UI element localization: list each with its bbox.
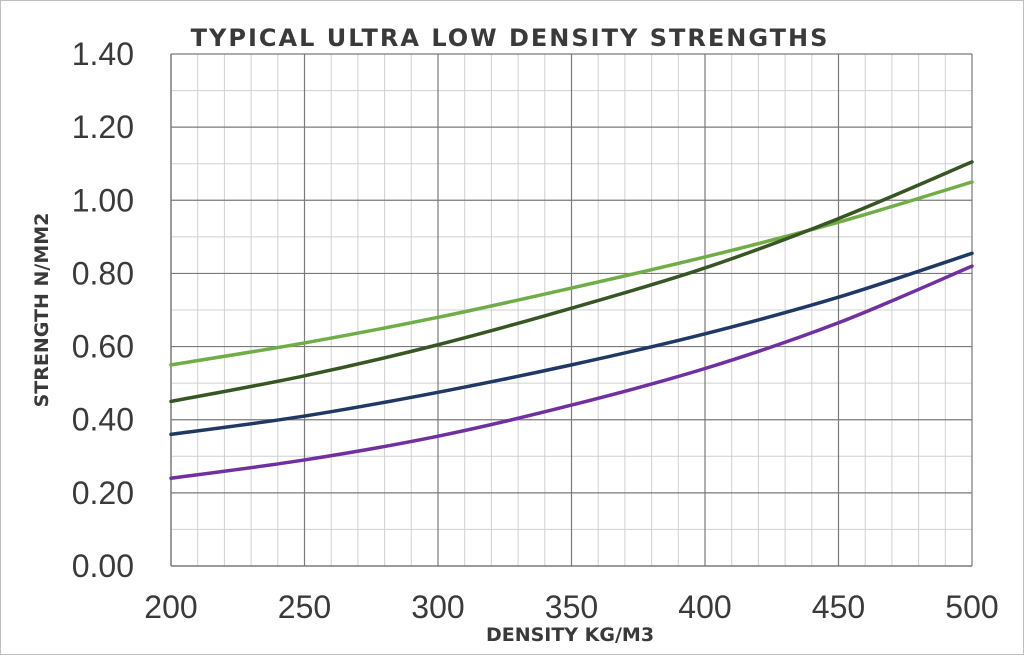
x-tick-label: 500 — [945, 589, 998, 625]
y-tick-label: 1.40 — [72, 36, 134, 72]
series-line-3 — [169, 251, 974, 437]
y-tick-label: 0.80 — [72, 255, 134, 291]
x-tick-label: 400 — [678, 589, 731, 625]
y-axis-title: STRENGTH N/MM2 — [31, 213, 53, 408]
x-tick-label: 250 — [278, 589, 331, 625]
y-tick-label: 0.20 — [72, 475, 134, 511]
series-lines — [169, 160, 974, 480]
axes — [170, 54, 972, 567]
major-gridlines — [171, 53, 973, 566]
series-line-1 — [169, 180, 974, 367]
x-tick-label: 300 — [411, 589, 464, 625]
x-tick-labels: 200 250 300 350 400 450 500 — [144, 589, 998, 625]
x-axis-title: DENSITY KG/M3 — [486, 624, 654, 646]
y-tick-labels: 0.00 0.20 0.40 0.60 0.80 1.00 1.20 1.40 — [72, 36, 134, 584]
chart-title: TYPICAL ULTRA LOW DENSITY STRENGTHS — [191, 24, 830, 52]
x-tick-label: 200 — [144, 589, 197, 625]
x-tick-label: 350 — [545, 589, 598, 625]
y-tick-label: 1.00 — [72, 182, 134, 218]
y-tick-label: 0.60 — [72, 329, 134, 365]
series-line-4 — [169, 264, 974, 480]
series-line-2 — [169, 160, 974, 404]
y-tick-label: 0.40 — [72, 402, 134, 438]
y-tick-label: 0.00 — [72, 548, 134, 584]
y-tick-label: 1.20 — [72, 109, 134, 145]
x-tick-label: 450 — [812, 589, 865, 625]
